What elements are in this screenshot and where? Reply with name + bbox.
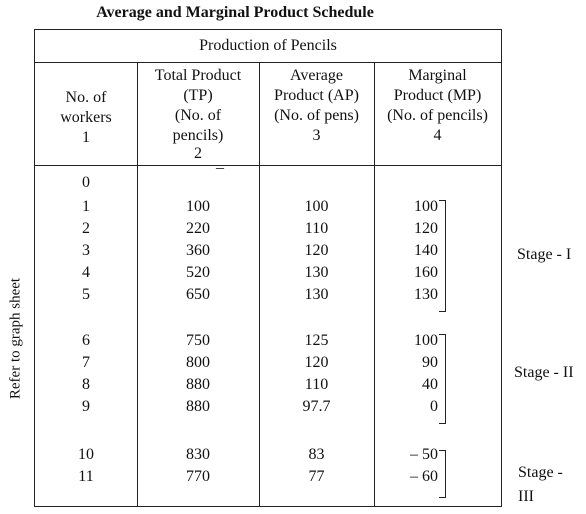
header-average-product: Average Product (AP) (No. of pens) 3 (274, 67, 359, 144)
workers-cell: 2 (82, 220, 90, 237)
marginal-product-cell: 90 (422, 354, 438, 371)
average-product-cell: 120 (304, 354, 329, 371)
average-product-cell: 125 (304, 332, 329, 349)
average-product-cell: 130 (304, 264, 329, 281)
marginal-product-cell: 130 (414, 286, 438, 303)
header-divider (35, 165, 501, 166)
tp-dash: _ (216, 154, 224, 171)
marginal-product-cell: 0 (430, 398, 438, 415)
workers-cell: 3 (82, 242, 90, 259)
caption-divider (35, 62, 501, 63)
workers-cell: 1 (82, 198, 90, 215)
total-product-cell (137, 172, 259, 194)
average-product-cell: 77 (308, 468, 325, 485)
average-product-cell: 83 (308, 446, 325, 463)
workers-cell: 11 (78, 468, 94, 485)
workers-cell: 9 (82, 398, 90, 415)
stage-label-ii: Stage - II (514, 364, 574, 381)
marginal-product-cell: 100 (414, 198, 438, 215)
total-product-cell: 830 (186, 446, 210, 463)
workers-cell: 5 (82, 286, 90, 303)
marginal-product-cell: 120 (414, 220, 438, 237)
marginal-product-cell: – 50 (410, 446, 438, 463)
stage-label-iii: Stage - (518, 464, 563, 481)
total-product-cell: 750 (186, 332, 210, 349)
average-product-cell: 130 (304, 286, 329, 303)
total-product-cell: 100 (186, 198, 210, 215)
average-product-cell: 110 (304, 220, 329, 237)
total-product-cell: 880 (186, 376, 210, 393)
average-product-cell (259, 172, 374, 194)
marginal-product-cell: – 60 (410, 468, 438, 485)
workers-cell: 6 (82, 332, 90, 349)
column-divider (374, 62, 375, 506)
total-product-cell: 520 (186, 264, 210, 281)
marginal-product-cell: 100 (414, 332, 438, 349)
table-caption: Production of Pencils (199, 37, 337, 54)
stage-ii-bracket (439, 334, 446, 424)
total-product-cell: 220 (186, 220, 210, 237)
total-product-cell: 880 (186, 398, 210, 415)
workers-cell: 10 (78, 446, 94, 463)
average-product-cell: 100 (304, 198, 329, 215)
marginal-product-cell (374, 172, 438, 194)
column-divider (259, 62, 260, 506)
marginal-product-cell: 160 (414, 264, 438, 281)
workers-cell: 0 (82, 174, 90, 191)
product-schedule-table: Production of Pencils No. of workers 1 T… (34, 29, 502, 507)
workers-cell: 7 (82, 354, 90, 371)
average-product-cell: 120 (304, 242, 329, 259)
average-product-cell: 110 (304, 376, 329, 393)
stage-label-i: Stage - I (517, 246, 572, 263)
average-product-cell: 97.7 (302, 398, 331, 415)
side-note: Refer to graph sheet (7, 277, 24, 400)
marginal-product-cell: 40 (422, 376, 438, 393)
total-product-cell: 770 (186, 468, 210, 485)
stage-i-bracket (439, 200, 446, 312)
stage-label-iii-cont: III (518, 488, 534, 505)
stage-iii-bracket (439, 450, 446, 498)
column-divider (137, 62, 138, 506)
total-product-cell: 800 (186, 354, 210, 371)
header-marginal-product: Marginal Product (MP) (No. of pencils) 4 (387, 67, 488, 144)
workers-cell: 8 (82, 376, 90, 393)
total-product-cell: 360 (186, 242, 210, 259)
total-product-cell: 650 (186, 286, 210, 303)
page-title: Average and Marginal Product Schedule (96, 4, 374, 21)
marginal-product-cell: 140 (414, 242, 438, 259)
header-workers: No. of workers 1 (60, 89, 112, 146)
header-total-product: Total Product (TP) (No. of pencils) 2 (154, 67, 242, 162)
workers-cell: 4 (82, 264, 90, 281)
